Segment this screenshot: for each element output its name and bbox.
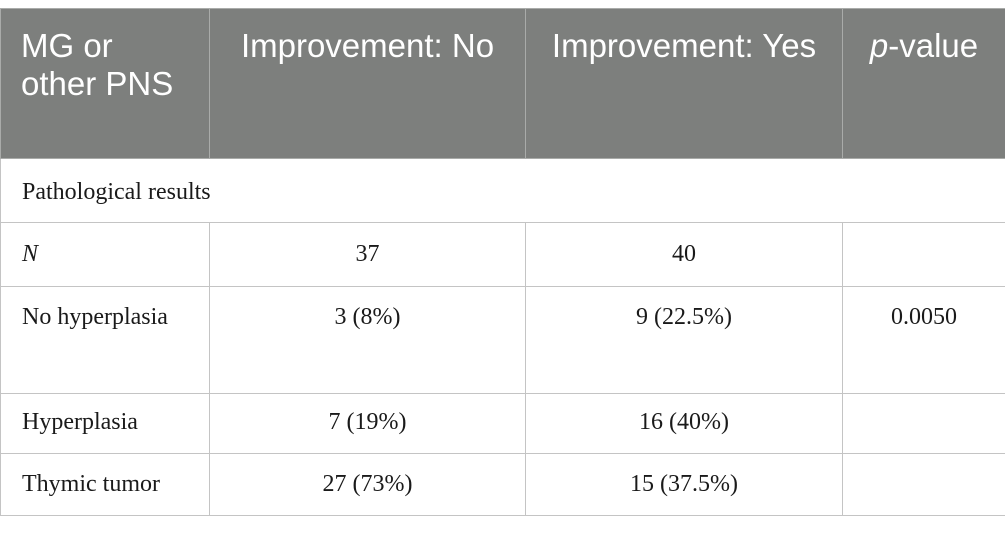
header-mg-or-other-pns: MG or other PNS — [0, 8, 210, 159]
section-title: Pathological results — [0, 158, 1005, 223]
table-row: Hyperplasia 7 (19%) 16 (40%) — [0, 393, 1005, 454]
cell-p-value — [842, 453, 1005, 516]
cell-improvement-no: 3 (8%) — [209, 286, 526, 394]
table-row: N 37 40 — [0, 222, 1005, 287]
row-label: Hyperplasia — [0, 393, 210, 454]
header-p-value-rest: -value — [888, 27, 979, 64]
cell-improvement-yes: 16 (40%) — [525, 393, 843, 454]
cell-improvement-no: 37 — [209, 222, 526, 287]
header-p-value-p: p — [869, 27, 889, 64]
row-label: No hyperplasia — [0, 286, 210, 394]
header-row: MG or other PNS Improvement: No Improvem… — [0, 8, 1005, 159]
cell-p-value — [842, 393, 1005, 454]
results-table: MG or other PNS Improvement: No Improvem… — [0, 8, 1005, 516]
cell-improvement-yes: 40 — [525, 222, 843, 287]
row-label: N — [0, 222, 210, 287]
cell-improvement-no: 27 (73%) — [209, 453, 526, 516]
cell-p-value — [842, 222, 1005, 287]
table-row: Thymic tumor 27 (73%) 15 (37.5%) — [0, 453, 1005, 516]
cell-improvement-yes: 15 (37.5%) — [525, 453, 843, 516]
section-row: Pathological results — [0, 158, 1005, 223]
table-row: No hyperplasia 3 (8%) 9 (22.5%) 0.0050 — [0, 286, 1005, 394]
header-improvement-yes: Improvement: Yes — [525, 8, 843, 159]
cell-improvement-yes: 9 (22.5%) — [525, 286, 843, 394]
table-body: Pathological results N 37 40 No hyperpla… — [0, 158, 1005, 516]
table-header: MG or other PNS Improvement: No Improvem… — [0, 8, 1005, 159]
header-p-value: p-value — [842, 8, 1005, 159]
cell-improvement-no: 7 (19%) — [209, 393, 526, 454]
header-improvement-no: Improvement: No — [209, 8, 526, 159]
row-label: Thymic tumor — [0, 453, 210, 516]
cell-p-value: 0.0050 — [842, 286, 1005, 394]
